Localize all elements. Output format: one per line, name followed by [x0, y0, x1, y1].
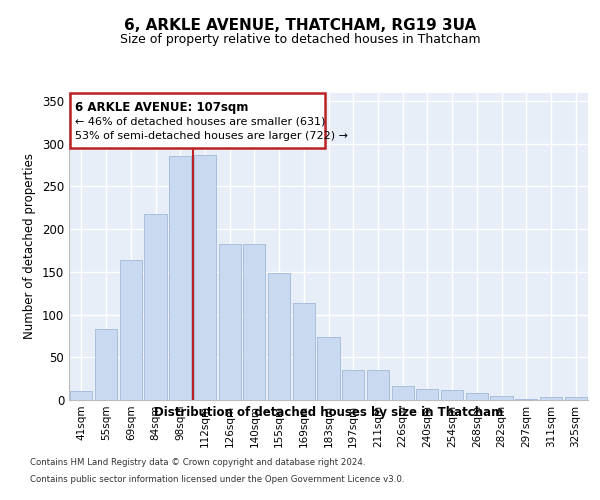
Text: Contains public sector information licensed under the Open Government Licence v3: Contains public sector information licen… [30, 476, 404, 484]
Text: Distribution of detached houses by size in Thatcham: Distribution of detached houses by size … [154, 406, 503, 419]
Text: Contains HM Land Registry data © Crown copyright and database right 2024.: Contains HM Land Registry data © Crown c… [30, 458, 365, 467]
Bar [540, 396, 562, 400]
Bar [416, 389, 439, 400]
Bar [466, 393, 488, 400]
Bar [392, 386, 414, 400]
Bar [515, 399, 538, 400]
Bar [169, 156, 191, 400]
Bar [268, 272, 290, 400]
FancyBboxPatch shape [70, 92, 325, 148]
Bar [119, 260, 142, 400]
Text: Size of property relative to detached houses in Thatcham: Size of property relative to detached ho… [119, 32, 481, 46]
Text: 6 ARKLE AVENUE: 107sqm: 6 ARKLE AVENUE: 107sqm [75, 100, 248, 114]
Bar [70, 390, 92, 400]
Text: 6, ARKLE AVENUE, THATCHAM, RG19 3UA: 6, ARKLE AVENUE, THATCHAM, RG19 3UA [124, 18, 476, 32]
Bar [243, 244, 265, 400]
Y-axis label: Number of detached properties: Number of detached properties [23, 153, 37, 339]
Bar [293, 302, 315, 400]
Bar [218, 244, 241, 400]
Text: ← 46% of detached houses are smaller (631): ← 46% of detached houses are smaller (63… [75, 116, 326, 126]
Bar [565, 398, 587, 400]
Bar [367, 370, 389, 400]
Bar [342, 370, 364, 400]
Bar [317, 337, 340, 400]
Bar [145, 214, 167, 400]
Bar [441, 390, 463, 400]
Bar [194, 155, 216, 400]
Bar [95, 329, 117, 400]
Bar [490, 396, 512, 400]
Text: 53% of semi-detached houses are larger (722) →: 53% of semi-detached houses are larger (… [75, 131, 348, 141]
